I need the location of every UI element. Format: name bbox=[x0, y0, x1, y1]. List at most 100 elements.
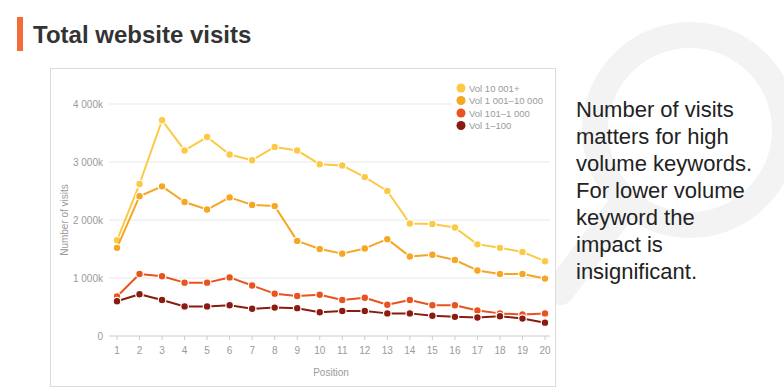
x-tick-label: 9 bbox=[294, 345, 300, 356]
series-marker bbox=[203, 206, 211, 214]
annotation-line: insignificant. bbox=[576, 259, 697, 284]
annotation-line: matters for high bbox=[576, 124, 729, 149]
series-marker bbox=[429, 220, 437, 228]
series-marker bbox=[136, 290, 144, 298]
series-marker bbox=[113, 244, 121, 252]
series-marker bbox=[226, 301, 234, 309]
x-tick-label: 15 bbox=[427, 345, 439, 356]
x-tick bbox=[297, 336, 298, 340]
legend-label: Vol 10 001+ bbox=[469, 83, 520, 94]
x-tick-label: 17 bbox=[472, 345, 484, 356]
title: Total website visits bbox=[33, 21, 251, 48]
series-marker bbox=[293, 237, 301, 245]
x-tick bbox=[274, 336, 275, 340]
x-tick-label: 14 bbox=[404, 345, 416, 356]
series-marker bbox=[203, 279, 211, 287]
series-marker bbox=[406, 310, 414, 318]
x-tick-label: 16 bbox=[449, 345, 461, 356]
plot-data bbox=[113, 116, 549, 326]
series-marker bbox=[338, 296, 346, 304]
x-tick-label: 3 bbox=[159, 345, 165, 356]
series-marker bbox=[474, 267, 482, 275]
series-marker bbox=[248, 305, 256, 313]
x-tick bbox=[387, 336, 388, 340]
grid-line bbox=[109, 278, 550, 279]
x-tick-label: 6 bbox=[227, 345, 233, 356]
series-marker bbox=[158, 272, 166, 280]
series-marker bbox=[519, 315, 527, 323]
series-marker bbox=[226, 274, 234, 282]
series-marker bbox=[474, 314, 482, 322]
x-tick bbox=[117, 336, 118, 340]
y-tick-label: 2 000k bbox=[73, 215, 104, 226]
x-tick bbox=[499, 336, 500, 340]
legend-swatch bbox=[457, 109, 466, 118]
x-tick bbox=[522, 336, 523, 340]
legend-background bbox=[453, 80, 549, 134]
legend-label: Vol 101–1 000 bbox=[469, 108, 530, 119]
x-tick bbox=[207, 336, 208, 340]
series-marker bbox=[541, 275, 549, 283]
grid-line bbox=[109, 220, 550, 221]
x-tick bbox=[432, 336, 433, 340]
annotation-line: For lower volume bbox=[576, 178, 745, 203]
series-marker bbox=[248, 201, 256, 209]
grid-line bbox=[109, 162, 550, 163]
x-tick bbox=[184, 336, 185, 340]
x-tick-label: 5 bbox=[204, 345, 210, 356]
series-marker bbox=[451, 224, 459, 232]
x-tick bbox=[477, 336, 478, 340]
series-marker bbox=[496, 270, 504, 278]
series-marker bbox=[248, 156, 256, 164]
x-tick-label: 12 bbox=[359, 345, 371, 356]
slide: Total website visits 0 1 000k 2 000k 3 000k 4… bbox=[0, 0, 784, 391]
legend-label: Vol 1 001–10 000 bbox=[469, 95, 543, 106]
series-marker bbox=[271, 304, 279, 312]
annotation-line: keyword the bbox=[576, 205, 695, 230]
y-tick-label: 3 000k bbox=[73, 157, 104, 168]
series-marker bbox=[429, 301, 437, 309]
series-marker bbox=[203, 303, 211, 311]
series-marker bbox=[113, 297, 121, 305]
annotation-line: Number of visits bbox=[576, 97, 734, 122]
series-marker bbox=[384, 310, 392, 318]
chart-frame bbox=[51, 69, 556, 387]
x-tick bbox=[409, 336, 410, 340]
series-marker bbox=[271, 202, 279, 210]
series-marker bbox=[384, 235, 392, 243]
series-marker bbox=[429, 312, 437, 320]
x-tick bbox=[229, 336, 230, 340]
annotation: Number of visitsmatters for highvolume k… bbox=[576, 97, 752, 284]
x-tick bbox=[319, 336, 320, 340]
series-line bbox=[117, 294, 545, 322]
series-marker bbox=[361, 307, 369, 315]
series-marker bbox=[338, 250, 346, 258]
series-marker bbox=[519, 270, 527, 278]
x-tick bbox=[454, 336, 455, 340]
title-accent bbox=[17, 17, 23, 51]
series-marker bbox=[451, 301, 459, 309]
legend: Vol 10 001+Vol 1 001–10 000 Vol 101–1 000… bbox=[453, 80, 549, 134]
y-tick-label: 1 000k bbox=[73, 273, 104, 284]
series-line bbox=[117, 186, 545, 278]
series-marker bbox=[361, 245, 369, 253]
series-marker bbox=[338, 162, 346, 170]
x-tick-label: 4 bbox=[182, 345, 188, 356]
series-marker bbox=[384, 187, 392, 195]
series-marker bbox=[136, 270, 144, 278]
series-marker bbox=[474, 241, 482, 249]
legend-swatch bbox=[457, 121, 466, 130]
x-axis-label: Position bbox=[313, 367, 349, 378]
axes: 01 000k2 000k3 000k4 000k123456789101112… bbox=[59, 99, 551, 379]
x-tick-label: 8 bbox=[272, 345, 278, 356]
y-tick-label: 0 bbox=[97, 331, 103, 342]
x-tick-label: 20 bbox=[539, 345, 551, 356]
series-marker bbox=[541, 319, 549, 327]
x-tick-label: 13 bbox=[382, 345, 394, 356]
series-marker bbox=[293, 304, 301, 312]
series-marker bbox=[316, 161, 324, 169]
annotation-line: volume keywords. bbox=[576, 151, 752, 176]
x-tick-label: 1 bbox=[114, 345, 120, 356]
watermark bbox=[560, 35, 784, 290]
y-tick-label: 4 000k bbox=[73, 99, 104, 110]
